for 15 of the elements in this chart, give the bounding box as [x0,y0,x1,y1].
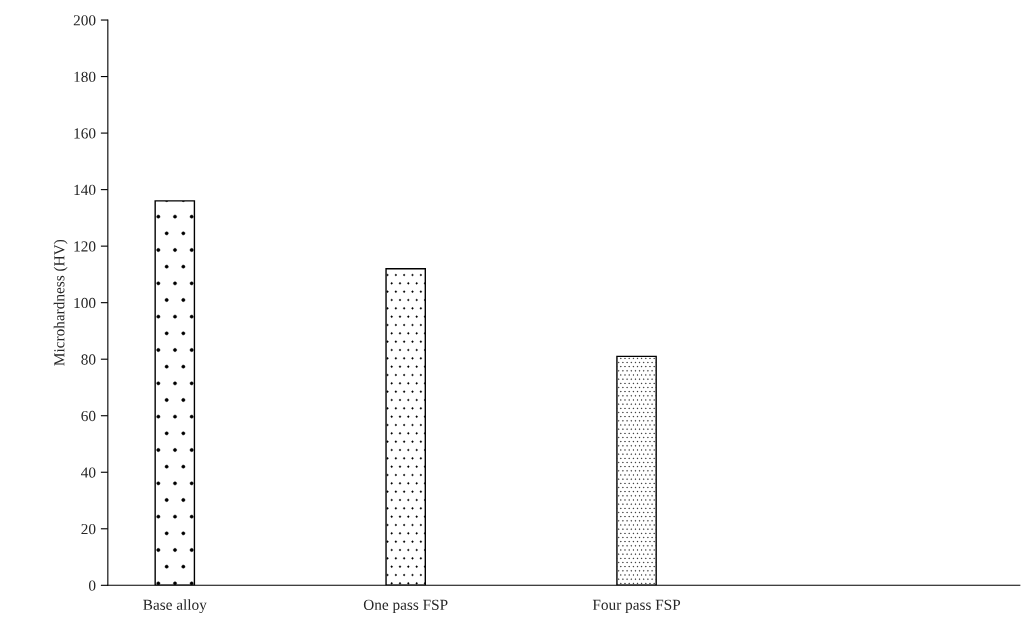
y-tick-label: 140 [74,184,96,196]
y-tick-label: 160 [74,128,96,139]
y-tick-label: 180 [74,71,96,83]
y-tick-label: 120 [74,241,96,252]
y-axis-title: Microhardness (HV) [53,239,68,366]
x-tick-label: Four pass FSP [592,599,681,614]
y-tick-label: 60 [81,410,96,422]
y-tick-label: 100 [74,297,96,309]
y-tick-label: 0 [88,580,96,591]
y-tick-label: 40 [81,467,96,478]
x-tick-label: One pass FSP [363,599,448,614]
y-tick-label: 200 [73,15,96,26]
x-tick-label: Base alloy [143,599,207,614]
y-tick-label: 20 [81,523,96,535]
y-tick-label: 80 [81,354,96,365]
